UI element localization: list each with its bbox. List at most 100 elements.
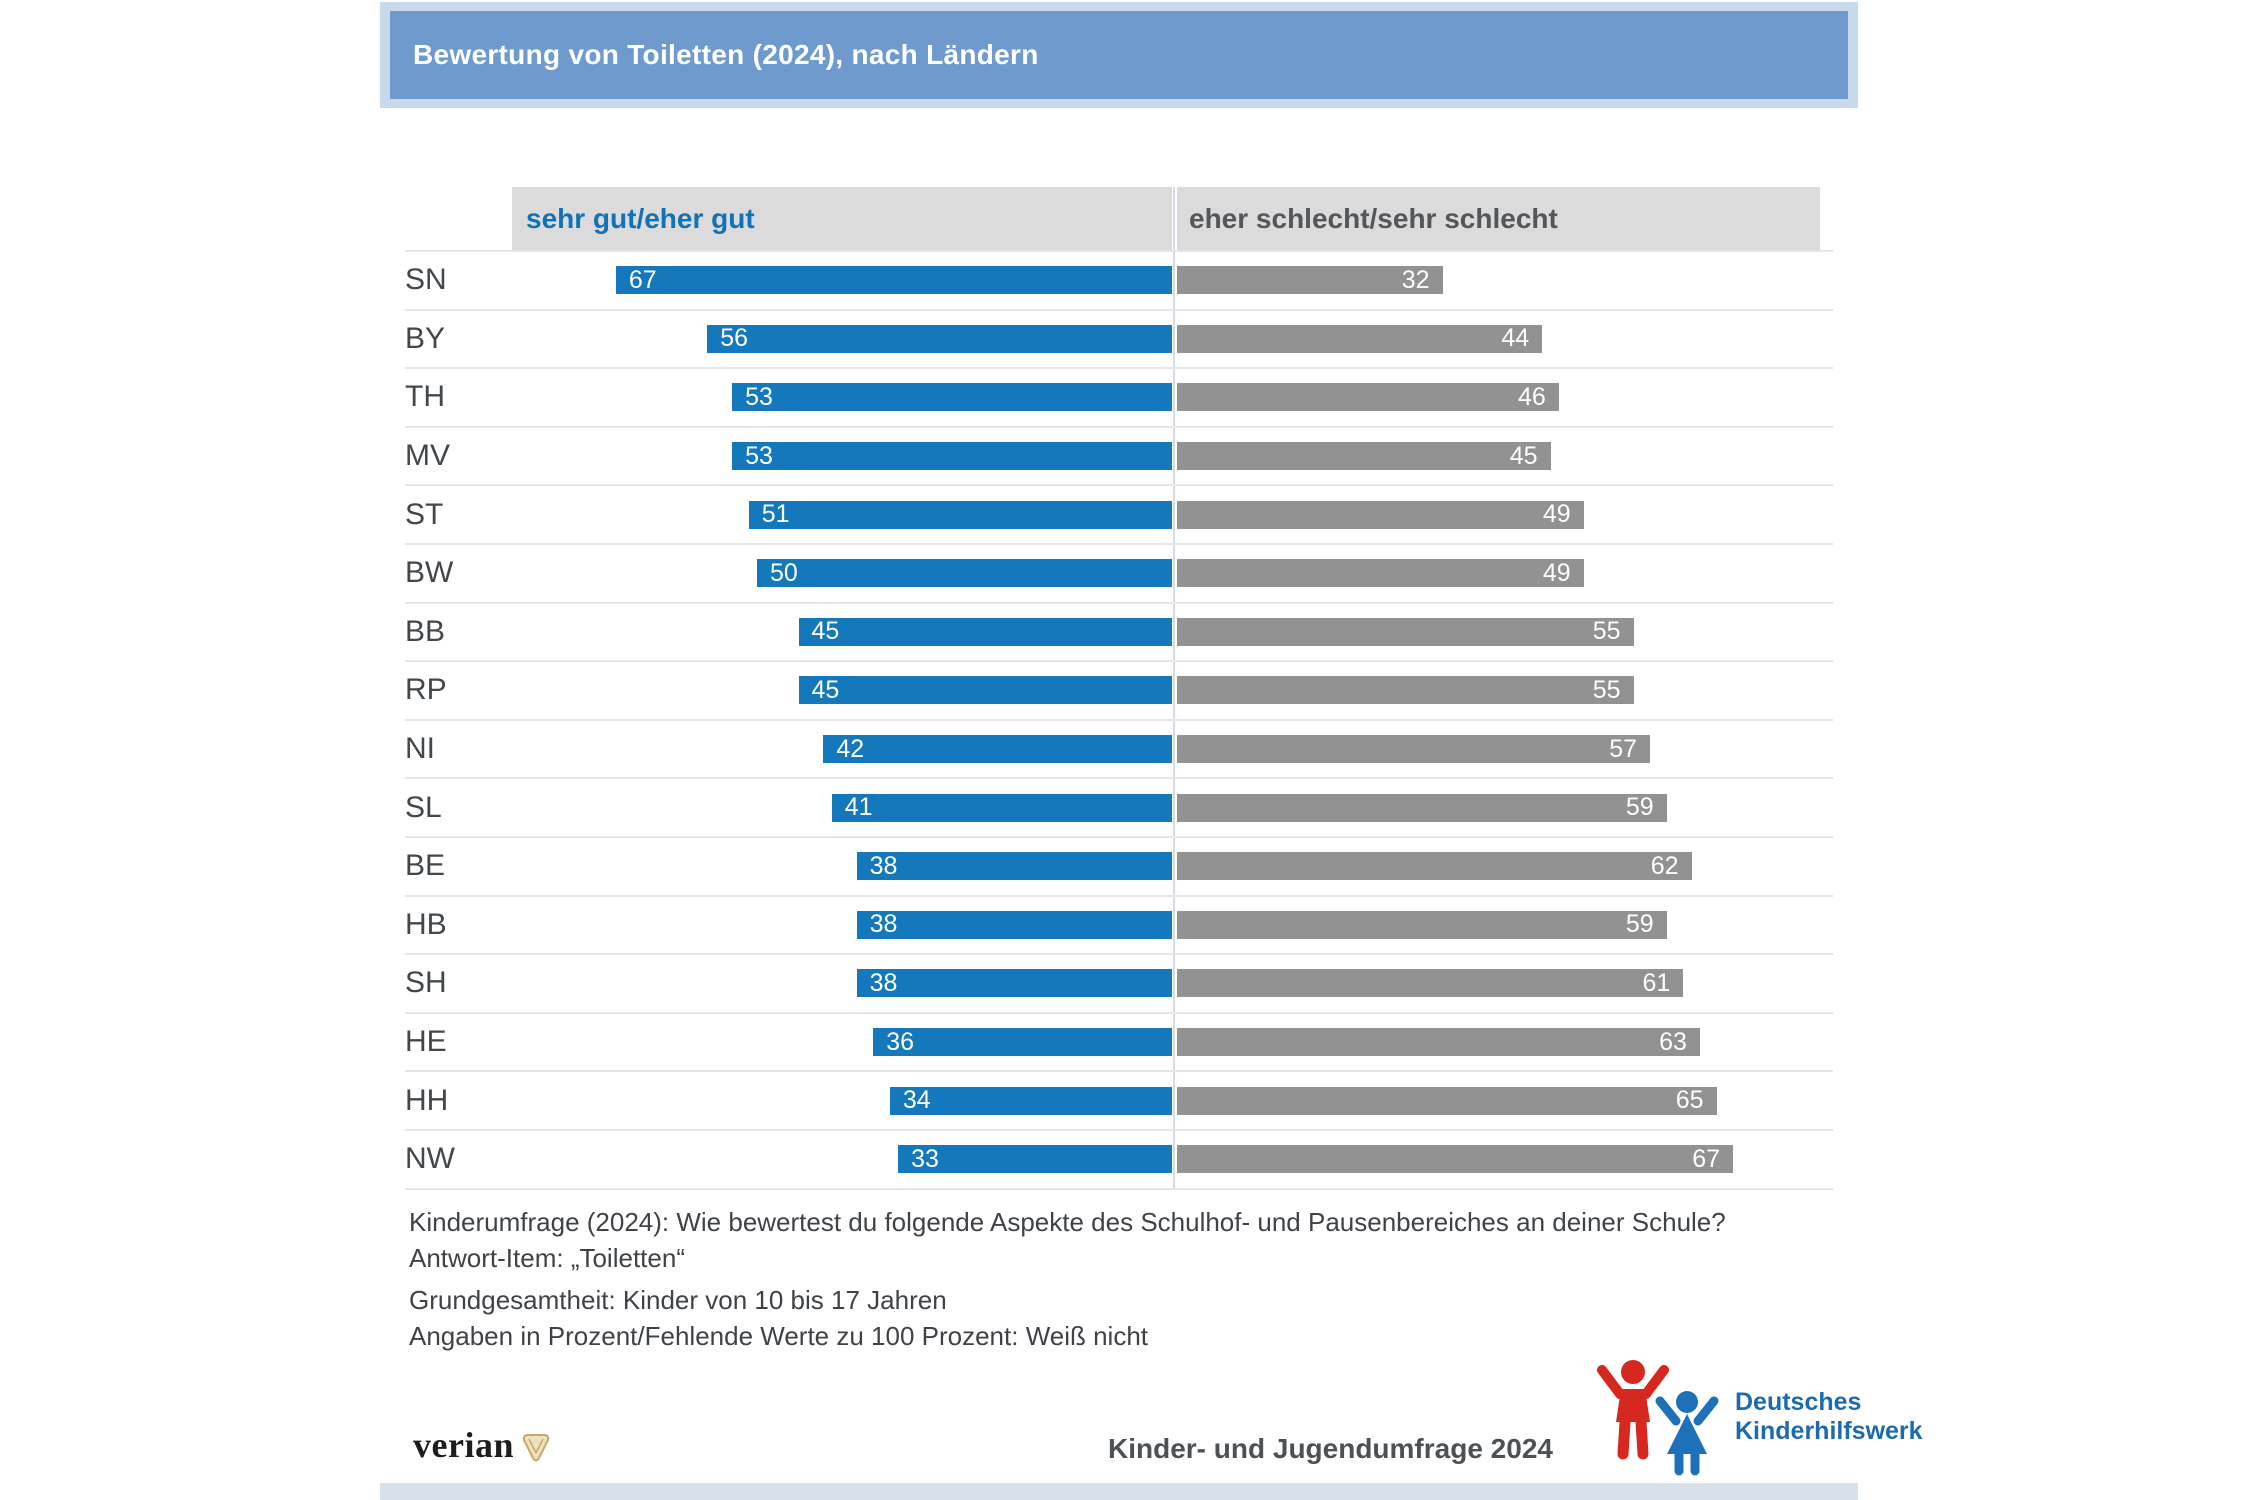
- bar-value-label: 38: [869, 851, 898, 880]
- chart-row: ST 51 49: [405, 486, 1833, 545]
- negative-bar: 49: [1177, 500, 1584, 529]
- negative-bar: 57: [1177, 735, 1651, 764]
- negative-bar: 49: [1177, 559, 1584, 588]
- dkhw-logo-text: Deutsches Kinderhilfswerk: [1735, 1388, 1923, 1446]
- bar-value-label: 49: [1542, 500, 1571, 529]
- center-divider-line: [1173, 187, 1175, 1188]
- footnote-population-line: Grundgesamtheit: Kinder von 10 bis 17 Ja…: [409, 1285, 947, 1315]
- bar-value-label: 45: [1509, 441, 1538, 470]
- footnote-item-line: Antwort-Item: „Toiletten“: [409, 1243, 685, 1273]
- state-label: BB: [405, 614, 446, 648]
- state-label: HE: [405, 1025, 447, 1059]
- bar-value-label: 36: [886, 1027, 915, 1056]
- state-label: HH: [405, 1083, 449, 1117]
- positive-bar: 42: [823, 734, 1172, 764]
- negative-bar: 59: [1177, 910, 1667, 939]
- chart-row: NW 33 67: [405, 1131, 1833, 1190]
- survey-name-label: Kinder- und Jugendumfrage 2024: [1108, 1433, 1553, 1464]
- footnote-block-question: Kinderumfrage (2024): Wie bewertest du f…: [409, 1204, 1726, 1276]
- negative-bar: 55: [1177, 617, 1634, 646]
- negative-bar: 65: [1177, 1086, 1717, 1115]
- chart-rows: SN 67 32 BY 56 44 TH 53 46 MV 53 45 ST 51 49 BW 50 49 BB 45…: [405, 250, 1833, 1190]
- bar-value-label: 53: [745, 382, 773, 411]
- bar-value-label: 59: [1625, 793, 1654, 822]
- positive-bar: 38: [856, 851, 1172, 881]
- positive-bar: 36: [873, 1027, 1172, 1057]
- page-title: Bewertung von Toiletten (2024), nach Län…: [413, 39, 1039, 70]
- state-label: SL: [405, 790, 442, 824]
- chart-row: HB 38 59: [405, 897, 1833, 956]
- positive-bar: 67: [615, 265, 1172, 295]
- positive-bar: 34: [889, 1086, 1172, 1115]
- chart-row: TH 53 46: [405, 369, 1833, 428]
- chart-row: RP 45 55: [405, 662, 1833, 721]
- state-label: MV: [405, 439, 450, 473]
- negative-bar: 63: [1177, 1028, 1700, 1057]
- positive-bar: 45: [798, 617, 1172, 646]
- bar-value-label: 65: [1675, 1086, 1704, 1115]
- dkhw-logo-text-line2: Kinderhilfswerk: [1735, 1417, 1923, 1445]
- dkhw-blue-child-icon: [1655, 1391, 1719, 1476]
- state-label: BY: [405, 321, 446, 355]
- negative-bar: 55: [1177, 675, 1634, 705]
- bar-value-label: 67: [628, 265, 657, 294]
- positive-bar: 38: [856, 968, 1172, 998]
- bar-value-label: 46: [1517, 382, 1546, 411]
- state-label: BE: [405, 849, 446, 883]
- bar-value-label: 56: [720, 324, 749, 353]
- state-label: NW: [405, 1142, 455, 1176]
- title-bar: Bewertung von Toiletten (2024), nach Län…: [390, 11, 1848, 99]
- bar-value-label: 62: [1650, 851, 1679, 880]
- dkhw-red-child-icon: [1597, 1360, 1669, 1460]
- bar-value-label: 61: [1642, 968, 1671, 997]
- positive-bar: 45: [798, 675, 1172, 705]
- positive-bar: 53: [732, 441, 1172, 471]
- chart-row: SL 41 59: [405, 779, 1833, 838]
- verian-wordmark: verian: [413, 1425, 514, 1465]
- positive-bar: 41: [831, 793, 1172, 822]
- chart-row: BW 50 49: [405, 545, 1833, 604]
- chart-row: SH 38 61: [405, 955, 1833, 1014]
- bar-value-label: 32: [1401, 265, 1430, 294]
- dkhw-logo-text-line1: Deutsches: [1735, 1388, 1862, 1416]
- bar-value-label: 55: [1592, 675, 1621, 704]
- card-bottom-cap: [380, 1483, 1858, 1500]
- bar-value-label: 41: [844, 793, 873, 822]
- state-label: SH: [405, 966, 447, 1000]
- negative-bar: 46: [1177, 382, 1559, 412]
- positive-bar: 56: [707, 324, 1172, 353]
- bar-value-label: 67: [1692, 1144, 1721, 1173]
- bar-value-label: 45: [811, 675, 840, 704]
- footnote-question-line: Kinderumfrage (2024): Wie bewertest du f…: [409, 1207, 1726, 1237]
- footnote-percent-line: Angaben in Prozent/Fehlende Werte zu 100…: [409, 1321, 1149, 1351]
- bar-value-label: 33: [911, 1144, 939, 1173]
- state-label: SN: [405, 263, 447, 297]
- state-label: BW: [405, 556, 454, 590]
- chart-row: BY 56 44: [405, 311, 1833, 370]
- bar-value-label: 50: [770, 558, 798, 587]
- column-header-positive: sehr gut/eher gut: [512, 187, 1172, 250]
- bar-value-label: 34: [902, 1086, 931, 1115]
- negative-bar: 61: [1177, 968, 1684, 998]
- bar-value-label: 42: [836, 734, 865, 763]
- chart-row: HH 34 65: [405, 1072, 1833, 1131]
- negative-bar: 32: [1177, 265, 1443, 295]
- bar-value-label: 55: [1592, 617, 1621, 646]
- negative-bar: 45: [1177, 441, 1551, 471]
- bar-value-label: 38: [869, 910, 898, 939]
- chart-row: HE 36 63: [405, 1014, 1833, 1073]
- chart-row: NI 42 57: [405, 721, 1833, 780]
- positive-bar: 53: [732, 382, 1172, 412]
- chart-row: BE 38 62: [405, 838, 1833, 897]
- positive-bar: 33: [898, 1144, 1172, 1174]
- positive-bar: 51: [748, 500, 1172, 529]
- bar-value-label: 59: [1625, 910, 1654, 939]
- bar-value-label: 53: [745, 441, 773, 470]
- state-label: RP: [405, 673, 447, 707]
- report-card: Bewertung von Toiletten (2024), nach Län…: [380, 0, 1923, 1500]
- bar-value-label: 51: [761, 500, 790, 529]
- dkhw-children-icon: [1597, 1360, 1719, 1476]
- verian-shield-icon: [522, 1434, 550, 1462]
- bar-value-label: 38: [869, 968, 898, 997]
- state-label: TH: [405, 380, 445, 414]
